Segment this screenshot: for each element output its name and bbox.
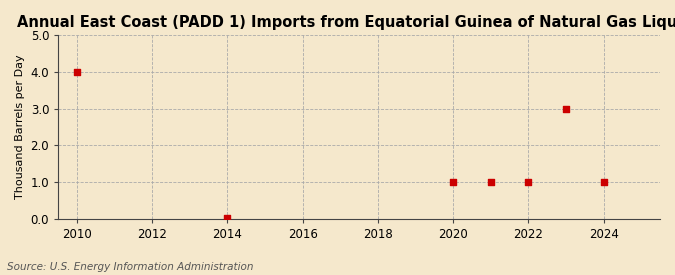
Point <box>523 180 534 184</box>
Point <box>448 180 458 184</box>
Point <box>560 106 571 111</box>
Point <box>72 70 82 74</box>
Title: Annual East Coast (PADD 1) Imports from Equatorial Guinea of Natural Gas Liquids: Annual East Coast (PADD 1) Imports from … <box>17 15 675 30</box>
Text: Source: U.S. Energy Information Administration: Source: U.S. Energy Information Administ… <box>7 262 253 272</box>
Point <box>222 215 233 220</box>
Point <box>485 180 496 184</box>
Y-axis label: Thousand Barrels per Day: Thousand Barrels per Day <box>15 55 25 199</box>
Point <box>598 180 609 184</box>
